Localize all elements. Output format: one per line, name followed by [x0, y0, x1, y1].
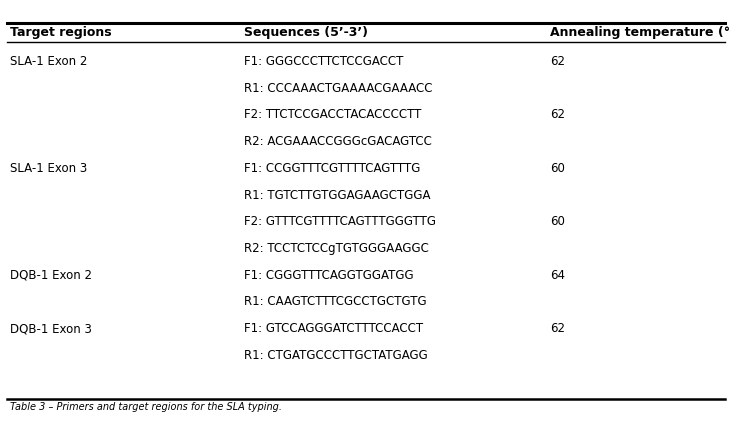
Text: DQB-1 Exon 2: DQB-1 Exon 2	[10, 269, 92, 282]
Text: R2: TCCTCTCCgTGTGGGAAGGC: R2: TCCTCTCCgTGTGGGAAGGC	[244, 242, 429, 255]
Text: R1: TGTCTTGTGGAGAAGCTGGA: R1: TGTCTTGTGGAGAAGCTGGA	[244, 189, 431, 201]
Text: F1: CGGGTTTCAGGTGGATGG: F1: CGGGTTTCAGGTGGATGG	[244, 269, 414, 282]
Text: 64: 64	[550, 269, 566, 282]
Text: R1: CTGATGCCCTTGCTATGAGG: R1: CTGATGCCCTTGCTATGAGG	[244, 349, 428, 362]
Text: 62: 62	[550, 322, 566, 335]
Text: Sequences (5’-3’): Sequences (5’-3’)	[244, 26, 368, 39]
Text: 62: 62	[550, 109, 566, 121]
Text: 62: 62	[550, 55, 566, 68]
Text: R1: CCCAAACTGAAAACGAAACC: R1: CCCAAACTGAAAACGAAACC	[244, 82, 433, 95]
Text: DQB-1 Exon 3: DQB-1 Exon 3	[10, 322, 92, 335]
Text: SLA-1 Exon 2: SLA-1 Exon 2	[10, 55, 87, 68]
Text: SLA-1 Exon 3: SLA-1 Exon 3	[10, 162, 87, 175]
Text: 60: 60	[550, 215, 565, 228]
Text: Table 3 – Primers and target regions for the SLA typing.: Table 3 – Primers and target regions for…	[10, 402, 282, 412]
Text: Annealing temperature (°C): Annealing temperature (°C)	[550, 26, 729, 39]
Text: F1: GTCCAGGGATCTTTCCACCT: F1: GTCCAGGGATCTTTCCACCT	[244, 322, 424, 335]
Text: Target regions: Target regions	[10, 26, 112, 39]
Text: R1: CAAGTCTTTCGCCTGCTGTG: R1: CAAGTCTTTCGCCTGCTGTG	[244, 296, 427, 308]
Text: F2: TTCTCCGACCTACACCCCTT: F2: TTCTCCGACCTACACCCCTT	[244, 109, 421, 121]
Text: F2: GTTTCGTTTTCAGTTTGGGTTG: F2: GTTTCGTTTTCAGTTTGGGTTG	[244, 215, 436, 228]
Text: F1: CCGGTTTCGTTTTCAGTTTG: F1: CCGGTTTCGTTTTCAGTTTG	[244, 162, 421, 175]
Text: 60: 60	[550, 162, 565, 175]
Text: F1: GGGCCCTTCTCCGACCT: F1: GGGCCCTTCTCCGACCT	[244, 55, 404, 68]
Text: R2: ACGAAACCGGGcGACAGTCC: R2: ACGAAACCGGGcGACAGTCC	[244, 135, 432, 148]
